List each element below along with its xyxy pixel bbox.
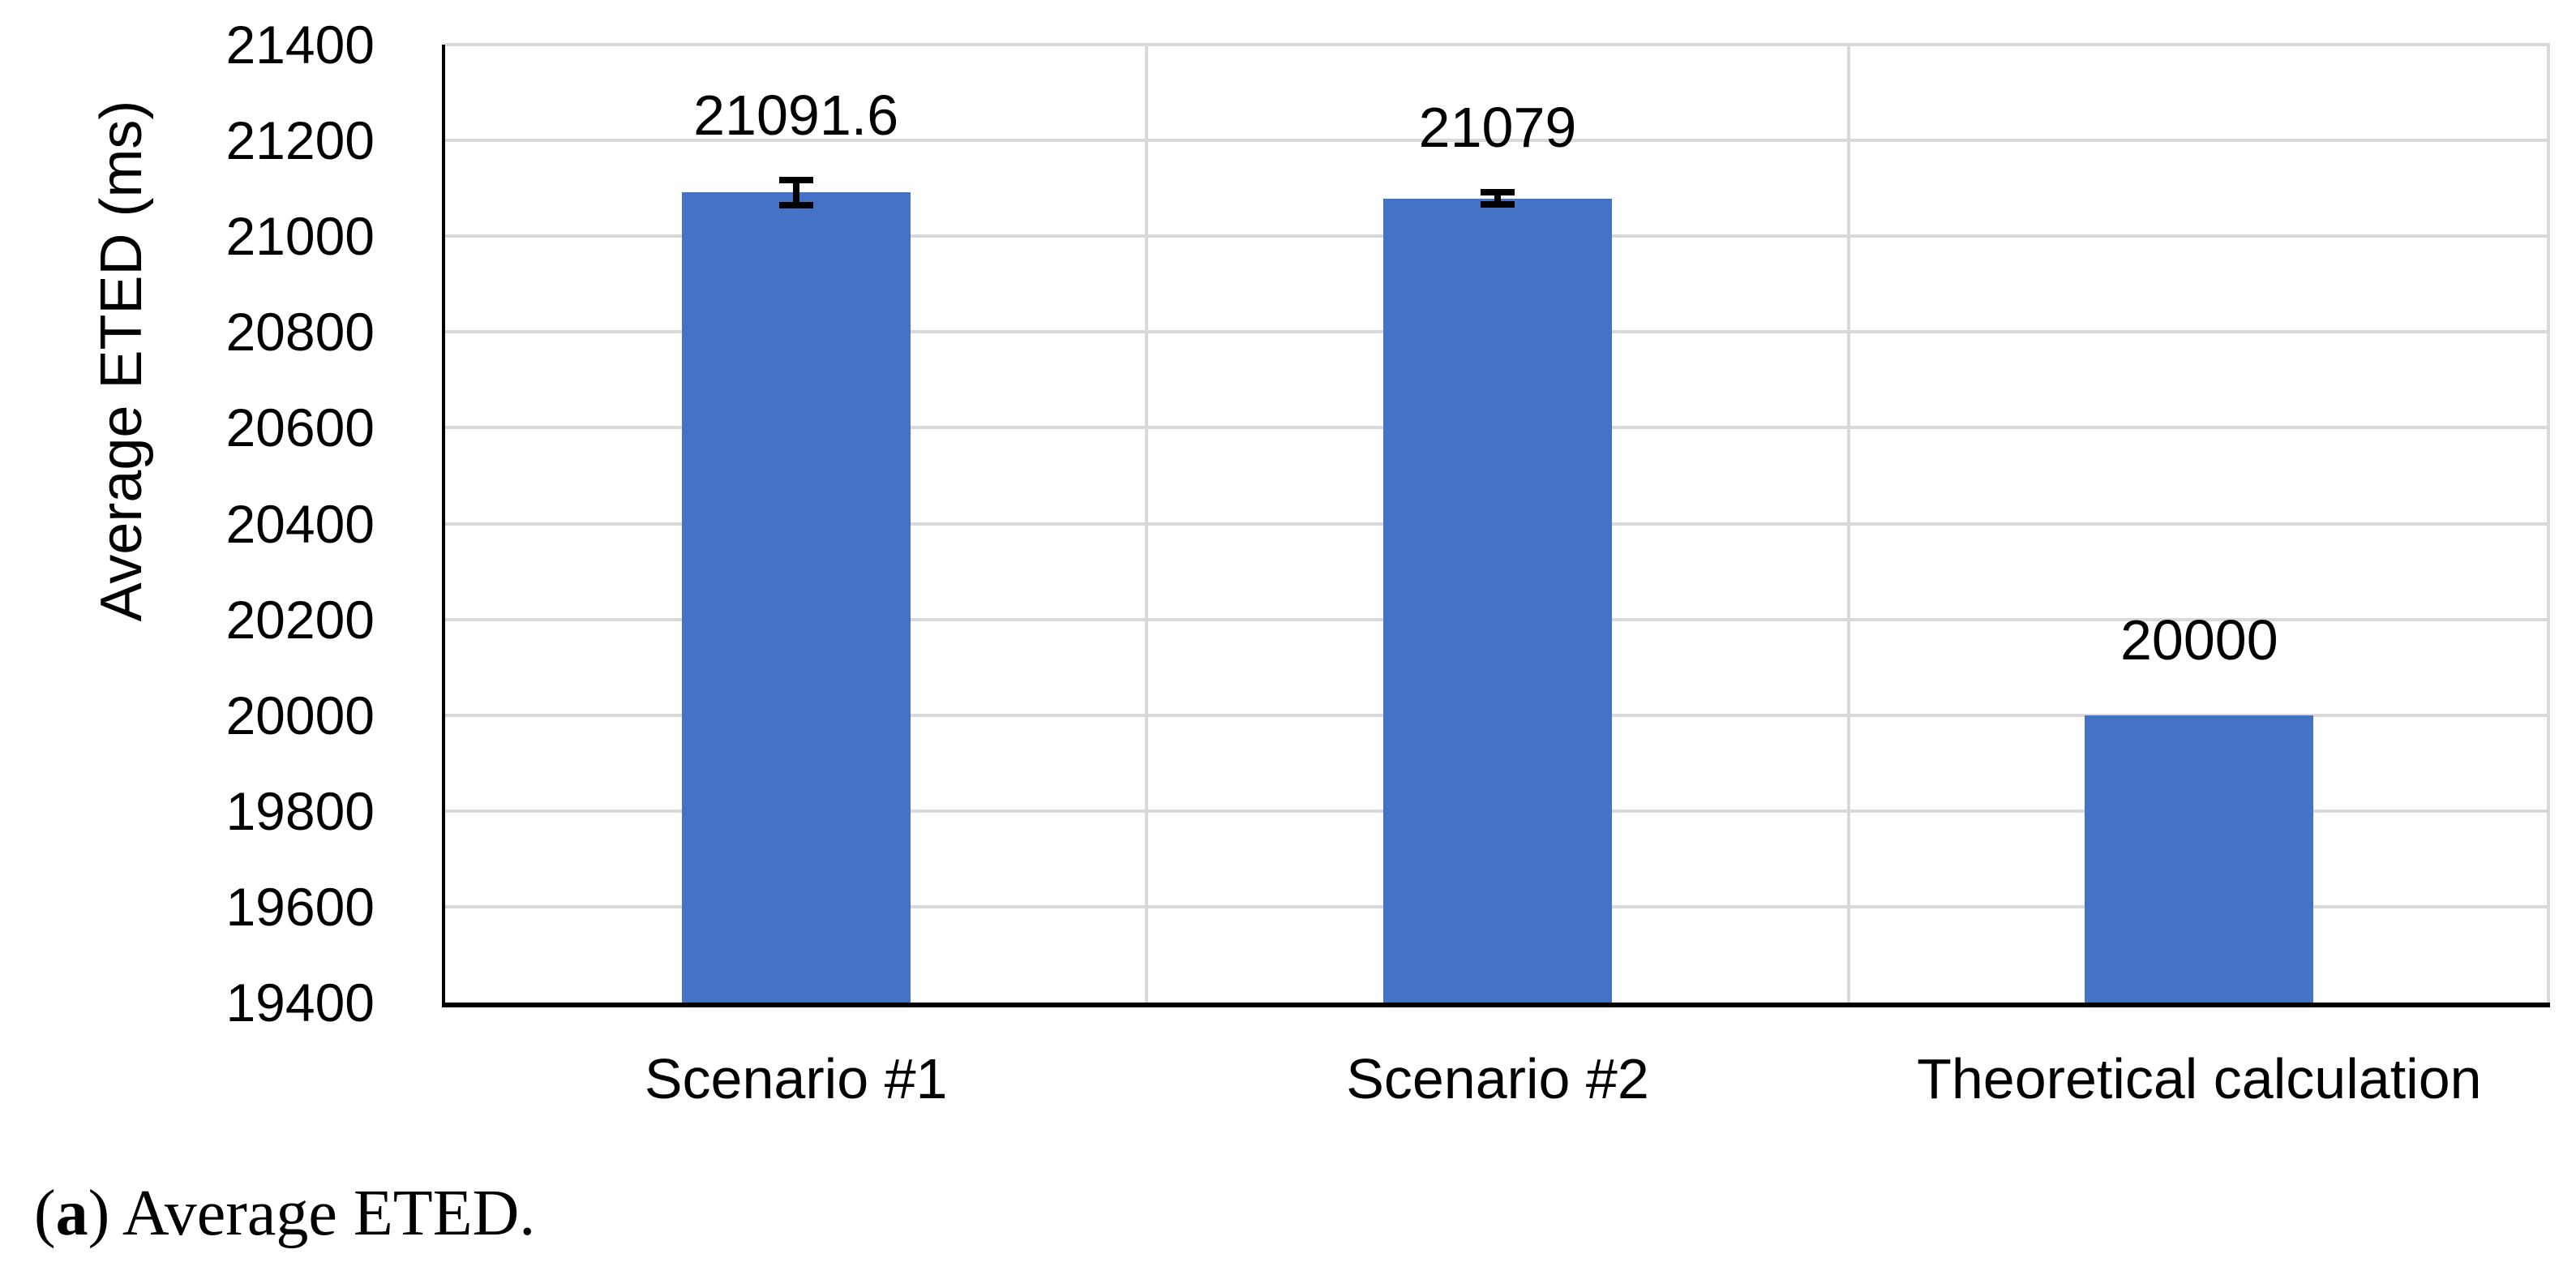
error-bar-cap-bottom: [778, 201, 813, 208]
category-label-theoretical-calculation: Theoretical calculation: [1917, 1047, 2482, 1110]
y-tick-label-19400: 19400: [225, 973, 375, 1033]
bar-scenario-1: [681, 192, 911, 1003]
bar-scenario-2: [1383, 198, 1612, 1003]
y-tick-label-20400: 20400: [225, 493, 375, 554]
y-axis-line: [442, 45, 445, 1007]
error-bar-cap-top: [778, 176, 813, 183]
figure-caption: (a) Average ETED.: [34, 1174, 535, 1252]
category-label-scenario-1: Scenario #1: [644, 1047, 948, 1110]
vertical-gridline-1: [1145, 45, 1149, 1003]
data-label-theoretical-calculation: 20000: [2120, 608, 2278, 672]
y-tick-label-21200: 21200: [225, 110, 375, 171]
y-tick-label-20800: 20800: [225, 302, 375, 363]
plot-right-border: [2547, 45, 2550, 1003]
error-bar-stem: [1494, 188, 1501, 208]
caption-text: Average ETED.: [109, 1178, 536, 1249]
y-tick-label-20200: 20200: [225, 589, 375, 650]
data-label-scenario-2: 21079: [1418, 95, 1577, 159]
error-bar-cap-top: [1481, 188, 1515, 195]
y-tick-label-19800: 19800: [225, 780, 375, 841]
caption-close-paren: ): [88, 1178, 110, 1249]
y-tick-label-20000: 20000: [225, 685, 375, 745]
y-tick-label-21000: 21000: [225, 206, 375, 267]
error-bar-stem: [792, 176, 799, 208]
y-tick-label-21400: 21400: [225, 15, 375, 75]
gridline-21400: [445, 43, 2550, 46]
gridline-21200: [445, 139, 2550, 143]
data-label-scenario-1: 21091.6: [693, 83, 899, 147]
y-tick-label-20600: 20600: [225, 397, 375, 458]
error-bar-cap-bottom: [1481, 201, 1515, 208]
bar-theoretical-calculation: [2085, 715, 2314, 1003]
caption-open-paren: (: [34, 1178, 56, 1249]
caption-index-letter: a: [55, 1178, 88, 1249]
plot-area: [442, 43, 2550, 1007]
vertical-gridline-2: [1846, 45, 1850, 1003]
y-tick-label-19600: 19600: [225, 876, 375, 937]
x-axis-line: [442, 1003, 2550, 1007]
category-label-scenario-2: Scenario #2: [1346, 1047, 1649, 1110]
